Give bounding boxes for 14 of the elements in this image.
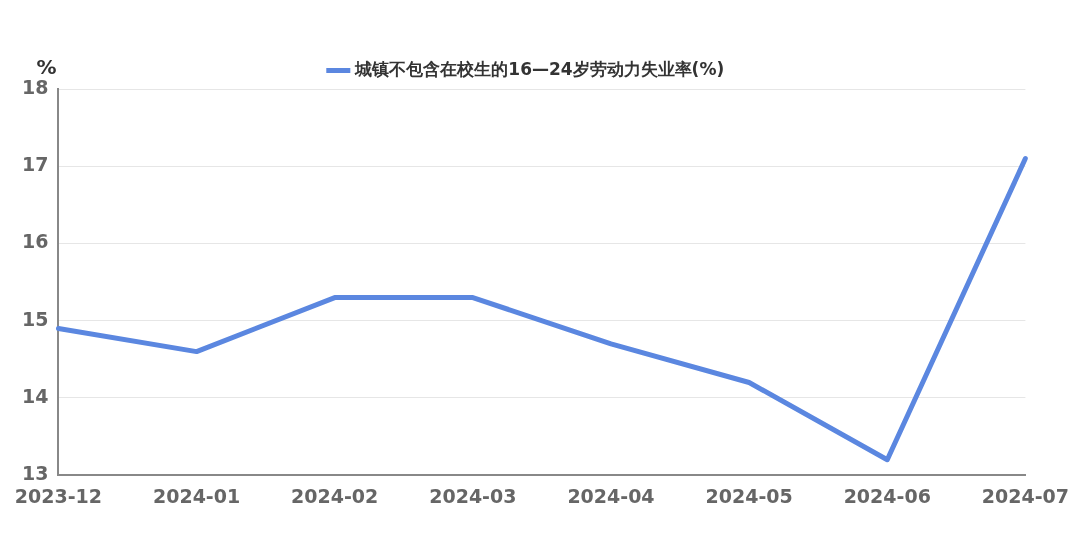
x-tick-label: 2024-06	[843, 484, 931, 507]
y-tick-label: 14	[21, 384, 49, 407]
x-tick-label: 2024-03	[429, 484, 517, 507]
x-tick-label: 2024-01	[152, 484, 241, 507]
x-tick-label: 2023-12	[14, 484, 103, 507]
y-tick-label: 16	[21, 230, 49, 253]
x-tick-label: 2024-04	[567, 484, 655, 507]
x-tick-label: 2024-05	[705, 484, 793, 507]
y-tick-label: 15	[21, 307, 49, 330]
y-tick-label: 13	[21, 462, 49, 485]
x-tick-label: 2024-07	[981, 484, 1070, 507]
x-tick-label: 2024-02	[291, 484, 379, 507]
legend-label: 城镇不包含在校生的16—24岁劳动力失业率(%)	[354, 58, 725, 79]
y-tick-label: 17	[21, 153, 49, 176]
